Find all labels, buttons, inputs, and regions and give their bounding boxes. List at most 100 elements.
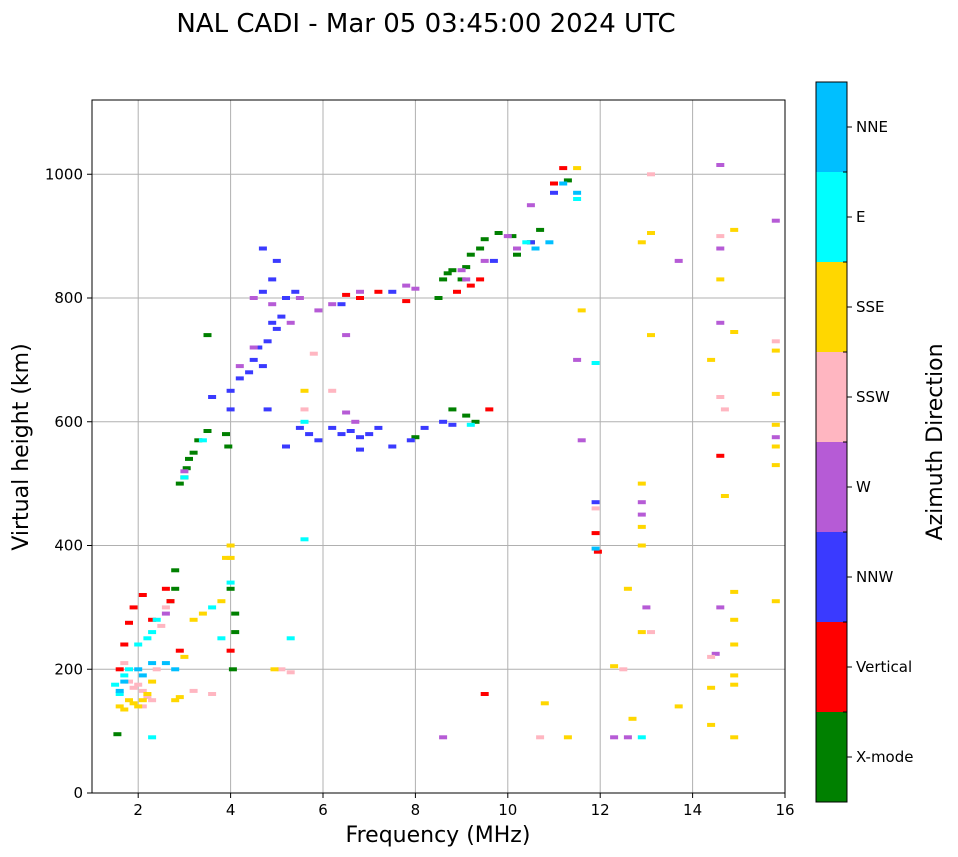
- point-x-mode: [563, 178, 572, 183]
- point-w: [526, 203, 535, 208]
- data-points: [111, 163, 780, 740]
- point-nnw: [235, 376, 244, 381]
- x-tick-label: 12: [591, 801, 610, 819]
- point-e: [180, 475, 189, 480]
- point-w: [411, 286, 420, 291]
- point-sse: [707, 685, 716, 690]
- point-sse: [226, 543, 235, 548]
- point-nnw: [282, 296, 290, 300]
- point-vertical: [593, 549, 602, 554]
- point-w: [716, 246, 725, 251]
- point-sse: [637, 630, 646, 635]
- colorbar-segment-w: [816, 442, 847, 532]
- point-e: [573, 197, 582, 201]
- point-e: [637, 735, 646, 740]
- point-x-mode: [194, 438, 203, 443]
- point-sse: [707, 722, 716, 727]
- point-nnw: [489, 258, 498, 263]
- point-nnw: [263, 407, 272, 412]
- point-nnw: [388, 444, 397, 449]
- point-sse: [716, 277, 725, 282]
- colorbar-tick-label: X-mode: [856, 748, 913, 766]
- point-sse: [148, 679, 157, 684]
- point-e: [115, 692, 124, 696]
- x-tick-label: 10: [498, 801, 517, 819]
- point-nnw: [591, 500, 600, 505]
- point-vertical: [138, 593, 147, 597]
- point-vertical: [550, 181, 558, 186]
- point-w: [577, 438, 586, 443]
- x-axis-label: Frequency (MHz): [346, 823, 531, 848]
- point-w: [342, 410, 351, 415]
- point-w: [716, 320, 725, 325]
- point-sse: [129, 701, 138, 706]
- point-sse: [720, 494, 729, 498]
- point-nne: [161, 661, 170, 666]
- x-tick-label: 8: [411, 801, 421, 819]
- x-axis-ticks: 2 4 6 8 10 12 14 16: [133, 793, 795, 819]
- point-x-mode: [462, 265, 471, 270]
- point-w: [295, 296, 304, 300]
- point-ssw: [647, 172, 655, 177]
- point-vertical: [148, 617, 157, 622]
- point-e: [300, 419, 309, 424]
- chart-title: NAL CADI - Mar 05 03:45:00 2024 UTC: [176, 9, 675, 39]
- point-x-mode: [203, 429, 212, 433]
- point-w: [235, 364, 244, 369]
- point-w: [462, 277, 471, 282]
- point-nne: [171, 667, 180, 672]
- point-e: [286, 636, 295, 641]
- point-vertical: [342, 292, 351, 297]
- y-axis-label: Virtual height (km): [9, 343, 34, 550]
- point-w: [402, 283, 411, 288]
- point-x-mode: [434, 296, 443, 300]
- point-e: [152, 617, 161, 622]
- point-nnw: [226, 407, 235, 412]
- point-ssw: [328, 388, 337, 393]
- point-sse: [730, 682, 739, 687]
- point-w: [623, 735, 632, 740]
- point-e: [208, 605, 217, 610]
- point-nnw: [448, 422, 457, 427]
- point-nne: [120, 679, 129, 684]
- point-x-mode: [476, 246, 485, 251]
- point-nnw: [254, 345, 263, 350]
- point-sse: [226, 555, 235, 560]
- point-nnw: [226, 388, 235, 393]
- point-e: [148, 630, 157, 635]
- point-sse: [628, 716, 637, 721]
- point-nnw: [328, 425, 337, 430]
- point-w: [573, 357, 582, 362]
- point-sse: [674, 704, 683, 709]
- point-vertical: [485, 407, 494, 412]
- point-sse: [300, 388, 309, 393]
- point-sse: [270, 667, 279, 672]
- point-nnw: [439, 419, 448, 424]
- point-ssw: [716, 395, 725, 399]
- point-nnw: [277, 314, 286, 319]
- point-nnw: [365, 432, 374, 437]
- point-nnw: [337, 432, 346, 437]
- point-ssw: [309, 351, 318, 356]
- point-x-mode: [224, 444, 233, 449]
- point-sse: [563, 735, 572, 740]
- point-vertical: [129, 605, 138, 610]
- point-ssw: [129, 685, 138, 690]
- point-nnw: [356, 435, 364, 440]
- point-nnw: [406, 438, 415, 443]
- point-w: [513, 246, 521, 251]
- point-sse: [198, 611, 207, 616]
- point-w: [161, 611, 170, 616]
- point-ssw: [148, 698, 157, 703]
- colorbar: X-mode Vertical NNW W SSW SSE E NNE: [815, 81, 913, 803]
- x-tick-label: 16: [775, 801, 794, 819]
- point-nnw: [337, 302, 346, 307]
- point-nne: [559, 181, 568, 186]
- point-e: [143, 636, 152, 641]
- point-w: [480, 258, 489, 263]
- point-sse: [115, 704, 124, 709]
- point-vertical: [374, 289, 383, 294]
- point-sse: [771, 422, 780, 427]
- point-x-mode: [231, 630, 240, 635]
